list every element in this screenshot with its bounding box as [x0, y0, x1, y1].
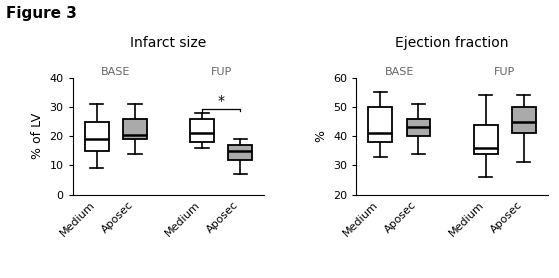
Y-axis label: % of LV: % of LV	[31, 113, 44, 159]
Text: FUP: FUP	[211, 67, 232, 77]
Bar	[84, 122, 108, 151]
Bar	[368, 107, 392, 142]
Bar	[190, 119, 214, 142]
Text: BASE: BASE	[101, 67, 130, 77]
Text: Figure 3: Figure 3	[6, 6, 77, 21]
Title: Ejection fraction: Ejection fraction	[395, 36, 509, 50]
Bar	[406, 119, 430, 136]
Text: *: *	[217, 95, 225, 108]
Bar	[512, 107, 536, 133]
Bar	[473, 125, 498, 154]
Bar	[228, 145, 252, 160]
Text: BASE: BASE	[385, 67, 414, 77]
Text: FUP: FUP	[494, 67, 515, 77]
Title: Infarct size: Infarct size	[130, 36, 207, 50]
Bar	[123, 119, 147, 139]
Y-axis label: %: %	[315, 130, 328, 142]
